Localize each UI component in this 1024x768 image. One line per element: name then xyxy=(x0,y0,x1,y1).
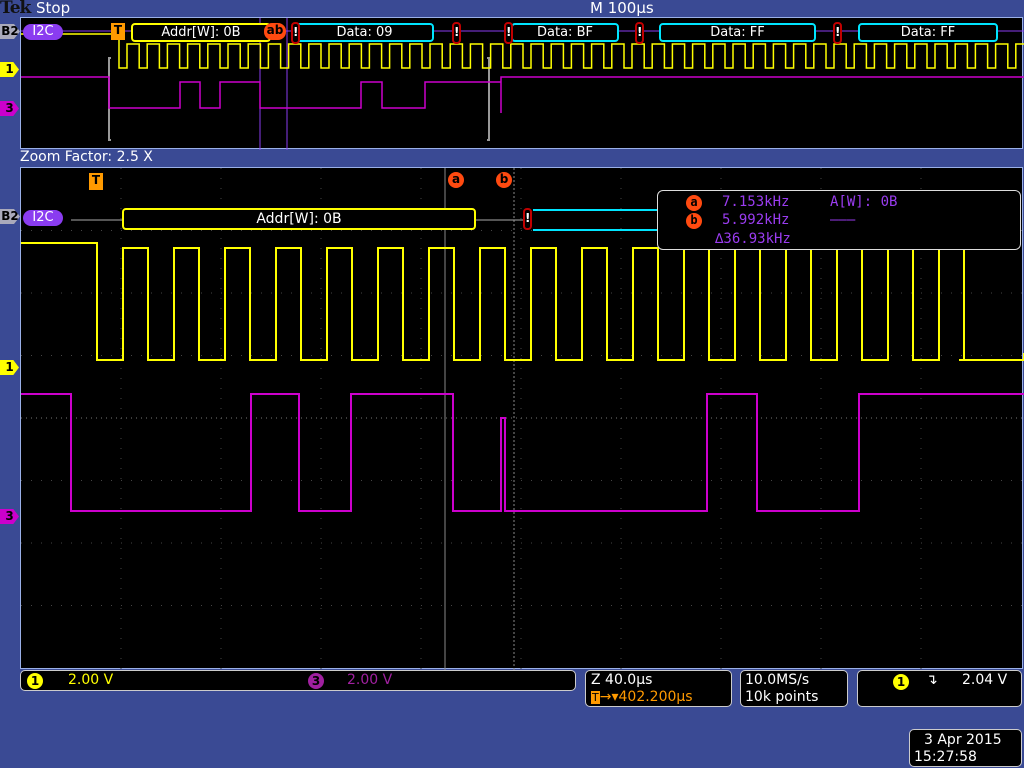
datetime-panel[interactable]: 3 Apr 2015 15:27:58 xyxy=(909,729,1022,767)
zoom-factor-label: Zoom Factor: 2.5 X xyxy=(20,149,153,165)
packet-addr[interactable]: Addr[W]: 0B xyxy=(131,23,271,42)
bus-label: I2C xyxy=(23,210,63,226)
packet-data-2[interactable]: Data: BF xyxy=(511,23,619,42)
bus-b2-marker[interactable]: B2 xyxy=(0,24,20,39)
ch3-marker-overview[interactable]: 3 xyxy=(0,101,19,116)
sample-rate: 10.0MS/s xyxy=(745,672,810,688)
acquisition-panel[interactable]: 10.0MS/s 10k points xyxy=(740,670,848,707)
cursor-a-handle[interactable]: a xyxy=(448,172,464,188)
error-marker: ! xyxy=(452,22,461,44)
zoom-region-bracket xyxy=(108,57,490,141)
packet-data-1[interactable]: Data: 09 xyxy=(295,23,434,42)
ch3-scale[interactable]: 2.00 V xyxy=(347,672,393,688)
trigger-marker: T xyxy=(89,173,103,190)
trigger-position: 402.200µs xyxy=(618,689,693,705)
overview-waveforms xyxy=(21,18,1024,150)
ch3-marker[interactable]: 3 xyxy=(0,509,19,524)
ch1-marker[interactable]: 1 xyxy=(0,360,19,375)
arrow-icon: →▾ xyxy=(599,689,619,705)
date: 3 Apr 2015 xyxy=(924,732,1002,748)
ch1-marker-overview[interactable]: 1 xyxy=(0,62,19,77)
cursor-a-value: 7.153kHz xyxy=(722,194,790,210)
bus-label-overview: I2C xyxy=(23,24,63,40)
overview-waveform-window[interactable]: I2C T Addr[W]: 0B ab Data: 09 Data: BF D… xyxy=(20,17,1024,150)
error-marker: ! xyxy=(833,22,842,44)
vertical-scale-panel[interactable]: 1 2.00 V 3 2.00 V xyxy=(20,670,576,691)
error-marker: ! xyxy=(291,22,300,44)
packet-addr-zoom[interactable]: Addr[W]: 0B xyxy=(122,208,476,230)
error-marker-zoom: ! xyxy=(523,208,532,230)
ch3-overview-trace xyxy=(21,76,1024,113)
cursor-a-decode: A[W]: 0B xyxy=(830,194,898,210)
error-marker: ! xyxy=(504,22,513,44)
zoom-waveforms xyxy=(21,168,1024,670)
cursor-b-icon: b xyxy=(686,213,702,229)
error-marker: ! xyxy=(635,22,644,44)
packet-data-4[interactable]: Data: FF xyxy=(858,23,998,42)
cursor-b-value: 5.992kHz xyxy=(722,212,790,228)
cursor-b-decode: ––– xyxy=(830,212,856,228)
bus-b2-marker-zoom[interactable]: B2 xyxy=(0,209,20,224)
cursor-ab-marker[interactable]: ab xyxy=(264,23,286,40)
ch1-scale[interactable]: 2.00 V xyxy=(68,672,114,688)
packet-data-3[interactable]: Data: FF xyxy=(659,23,816,42)
trigger-level: 2.04 V xyxy=(962,672,1008,688)
ch1-scl-trace xyxy=(21,242,1024,361)
trigger-panel[interactable]: 1 ↴ 2.04 V xyxy=(857,670,1022,707)
zoom-scale: Z 40.0µs xyxy=(591,672,653,688)
trigger-icon: T xyxy=(591,691,600,704)
ch3-sda-trace xyxy=(21,393,1024,512)
timebase-readout: M 100µs xyxy=(590,0,654,17)
record-length: 10k points xyxy=(745,689,819,705)
cursor-b-handle[interactable]: b xyxy=(496,172,512,188)
acquisition-state: Stop xyxy=(36,0,71,17)
cursor-readout-panel: a 7.153kHz A[W]: 0B b 5.992kHz ––– ∆36.9… xyxy=(657,190,1021,250)
falling-edge-icon: ↴ xyxy=(926,672,938,688)
horizontal-panel[interactable]: Z 40.0µs T→▾402.200µs xyxy=(585,670,732,707)
cursor-a-icon: a xyxy=(686,195,702,211)
cursor-delta-value: ∆36.93kHz xyxy=(715,231,791,247)
brand-logo: Tek xyxy=(0,0,31,18)
ch1-overview-trace xyxy=(21,33,1024,69)
zoom-waveform-window[interactable]: T a b I2C Addr[W]: 0B ! xyxy=(20,167,1024,670)
time: 15:27:58 xyxy=(914,749,977,765)
ch3-badge: 3 xyxy=(308,673,324,689)
trigger-source-badge: 1 xyxy=(893,674,909,690)
ch1-badge: 1 xyxy=(27,673,43,689)
trigger-marker-overview: T xyxy=(111,23,125,40)
packet-data-partial xyxy=(533,209,661,231)
